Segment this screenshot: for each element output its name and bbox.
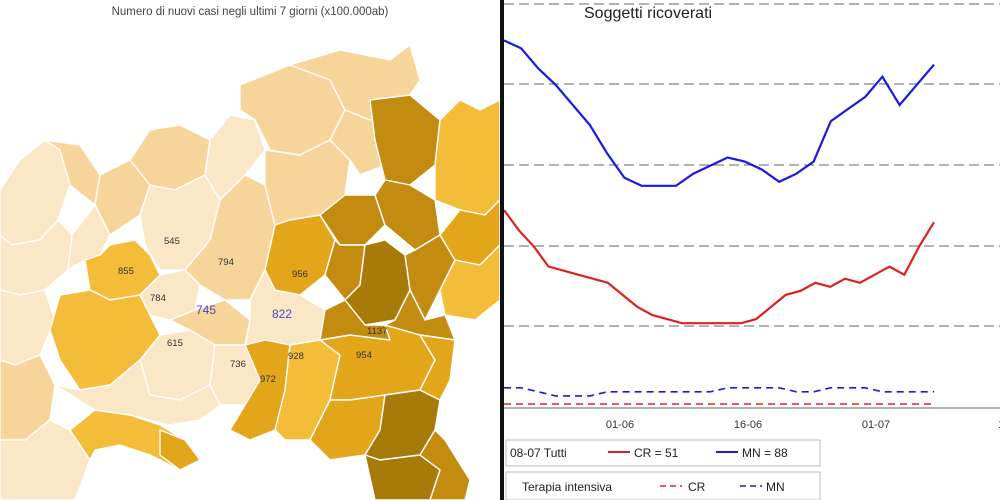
map-label-784: 784 (150, 293, 166, 304)
map-region (419, 334, 456, 401)
x-tick-label: 16 (998, 419, 1000, 431)
map-label-954: 954 (356, 350, 372, 361)
legend-row2-prefix: Terapia intensiva (522, 480, 612, 494)
map-label-736: 736 (230, 359, 246, 370)
x-tick-label: 01-06 (606, 419, 634, 431)
chart-panel: Soggetti ricoverati 01-06 16-06 01-07 16 08… (504, 0, 1000, 500)
series-line-cr-all (504, 209, 935, 325)
map-label-545: 545 (164, 236, 180, 247)
map-region (434, 99, 500, 216)
map-region (439, 244, 500, 321)
legend-mn-label: MN = 88 (742, 446, 788, 460)
chart-title: Soggetti ricoverati (584, 5, 712, 22)
map-region (369, 94, 441, 186)
map-label-822: 822 (272, 307, 292, 321)
legend-row-all (505, 439, 821, 467)
map-label-615: 615 (167, 338, 183, 349)
map-label-855: 855 (118, 266, 134, 277)
map-label-794: 794 (218, 257, 234, 268)
series-line-mn-intensive (504, 386, 934, 397)
map-region (54, 359, 221, 426)
map-title: Numero di nuovi casi negli ultimi 7 gior… (111, 6, 389, 18)
series-line-mn-all (504, 39, 935, 187)
x-tick-label: 16-06 (734, 419, 762, 431)
map-label-956: 956 (292, 269, 308, 280)
map-region (229, 339, 291, 441)
legend-cr-label: CR = 51 (634, 446, 679, 460)
map-region (264, 214, 336, 296)
legend-mn2-label: MN (766, 480, 785, 494)
map-region (384, 289, 456, 341)
series-layer (504, 39, 935, 405)
panel-divider (500, 0, 504, 500)
map-label-928: 928 (288, 351, 304, 362)
map-label-972: 972 (260, 374, 276, 385)
map-label-1137: 1137 (367, 326, 387, 337)
map-region (0, 289, 56, 366)
legend-cr2-label: CR (688, 480, 706, 494)
line-chart: Soggetti ricoverati 01-06 16-06 01-07 16 08… (504, 3, 1000, 500)
tick-layer: 01-06 16-06 01-07 16 (606, 419, 1000, 431)
x-tick-label: 01-07 (862, 419, 890, 431)
map-panel: Numero di nuovi casi negli ultimi 7 gior… (0, 6, 500, 500)
map-region (319, 299, 391, 341)
map-region (204, 114, 266, 201)
grid-layer (504, 3, 1000, 409)
map-region (139, 269, 201, 321)
map-label-745: 745 (196, 303, 216, 317)
province-map: 545 794 855 784 745 822 956 615 736 972 … (0, 44, 500, 500)
legend-row1-prefix: 08-07 Tutti (510, 446, 567, 460)
map-region (419, 429, 471, 500)
map-region (159, 429, 201, 471)
